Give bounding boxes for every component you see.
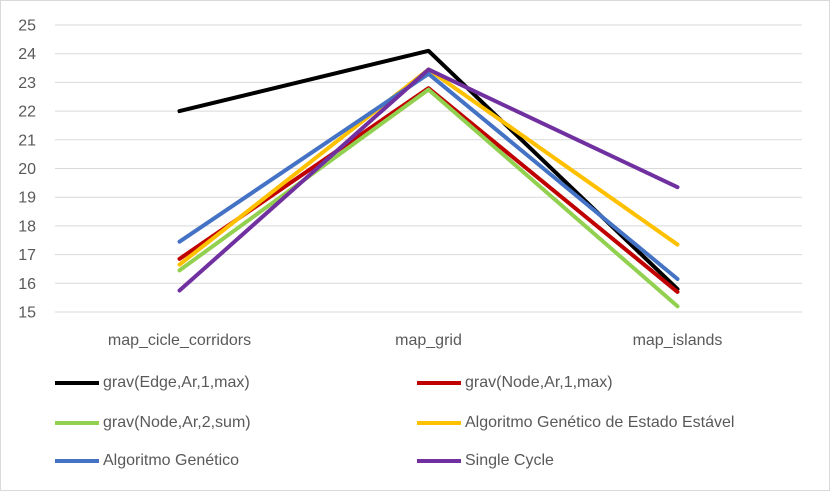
series-lines xyxy=(177,48,680,309)
x-tick-label: map_cicle_corridors xyxy=(108,332,251,349)
series-line-4 xyxy=(177,71,680,281)
y-tick-label: 15 xyxy=(18,305,36,322)
y-tick-label: 23 xyxy=(18,75,36,92)
gridlines xyxy=(55,24,802,313)
y-tick-label: 17 xyxy=(18,247,36,264)
y-tick-label: 20 xyxy=(18,161,36,178)
y-tick-label: 21 xyxy=(18,132,36,149)
x-tick-label: map_grid xyxy=(395,332,462,349)
y-tick-label: 25 xyxy=(18,18,36,35)
series-line-3 xyxy=(177,67,680,267)
y-tick-label: 19 xyxy=(18,190,36,207)
y-tick-label: 16 xyxy=(18,276,36,293)
x-axis-ticks: map_cicle_corridors map_grid map_islands xyxy=(108,332,723,349)
y-tick-label: 22 xyxy=(18,104,36,121)
series-line-2 xyxy=(177,87,680,309)
y-axis-ticks: 15 16 17 18 19 20 21 22 23 24 25 xyxy=(18,18,36,322)
series-line-5 xyxy=(177,67,680,293)
y-tick-label: 18 xyxy=(18,218,36,235)
x-tick-label: map_islands xyxy=(633,332,723,349)
y-tick-label: 24 xyxy=(18,46,36,63)
